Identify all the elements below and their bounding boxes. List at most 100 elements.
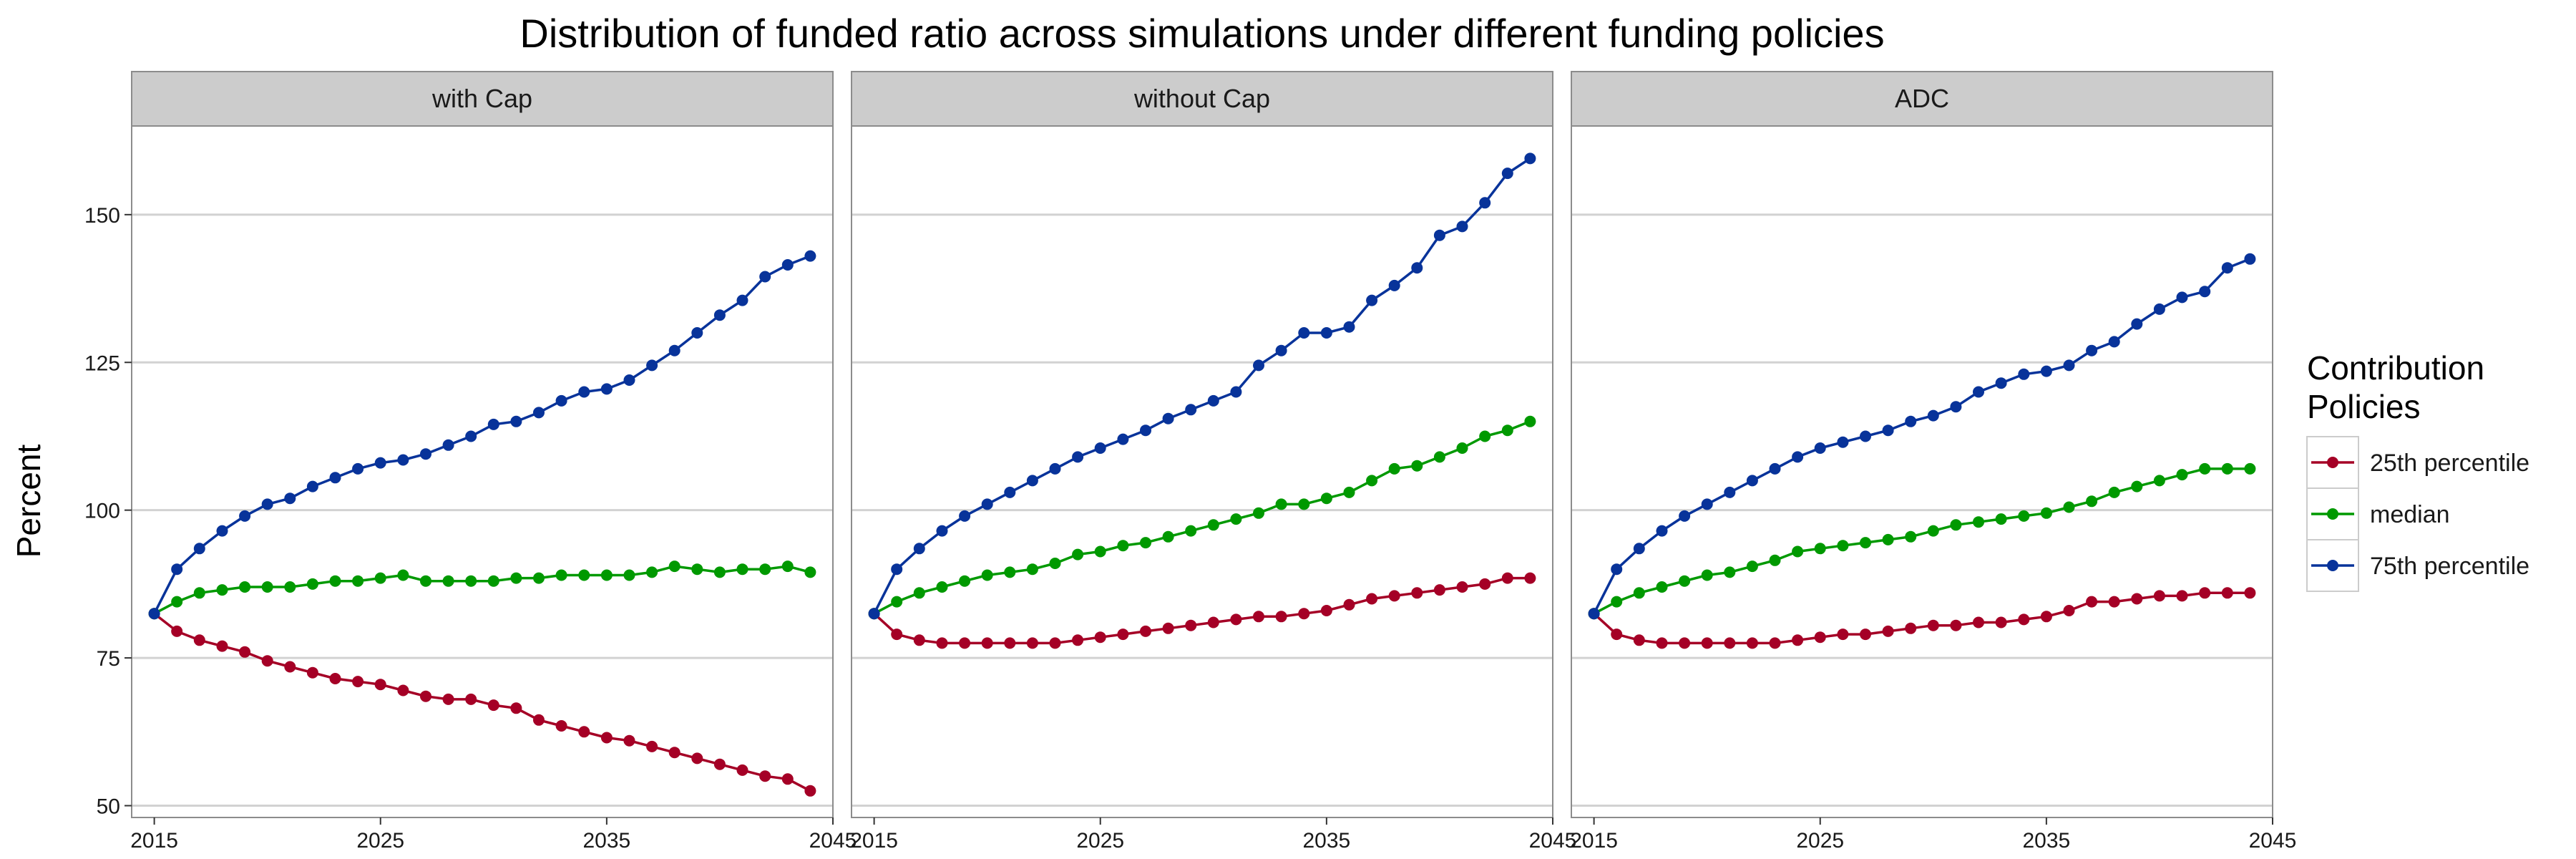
data-point bbox=[1479, 430, 1491, 442]
data-point bbox=[1724, 566, 1736, 578]
data-point bbox=[1026, 563, 1038, 576]
data-point bbox=[1860, 537, 1871, 549]
series-25th-percentile bbox=[868, 572, 1536, 649]
data-point bbox=[913, 543, 925, 555]
data-point bbox=[193, 634, 205, 646]
data-point bbox=[1746, 637, 1758, 649]
data-point bbox=[2244, 462, 2256, 475]
data-point bbox=[1950, 619, 1962, 631]
legend-label: median bbox=[2370, 501, 2450, 528]
data-point bbox=[1162, 622, 1174, 634]
data-point bbox=[171, 596, 183, 608]
data-point bbox=[239, 510, 251, 522]
data-point bbox=[1479, 197, 1491, 209]
panel-strip bbox=[131, 71, 834, 127]
data-point bbox=[1094, 545, 1106, 558]
data-point bbox=[713, 566, 726, 578]
data-point bbox=[216, 525, 228, 537]
data-point bbox=[1253, 359, 1264, 372]
data-point bbox=[759, 563, 771, 576]
data-point bbox=[216, 640, 228, 652]
data-point bbox=[981, 637, 993, 649]
data-point bbox=[1253, 507, 1264, 519]
data-point bbox=[1837, 540, 1849, 552]
data-point bbox=[936, 525, 948, 537]
data-point bbox=[329, 575, 341, 587]
data-point bbox=[1837, 629, 1849, 641]
panel-adc: ADC 2015 2025 2035 2045 bbox=[1570, 71, 2296, 853]
data-point bbox=[1343, 598, 1355, 611]
data-point bbox=[1026, 475, 1038, 487]
data-point bbox=[981, 498, 993, 510]
data-point bbox=[1724, 486, 1736, 498]
data-point bbox=[1882, 625, 1894, 637]
legend-entry: median bbox=[2306, 487, 2450, 540]
data-point bbox=[623, 374, 635, 386]
data-point bbox=[2086, 596, 2098, 608]
legend-title: Contribution bbox=[2307, 349, 2484, 387]
data-point bbox=[442, 575, 454, 587]
legend-key-point bbox=[2327, 508, 2338, 520]
data-point bbox=[1298, 327, 1310, 339]
data-point bbox=[1479, 578, 1491, 590]
data-point bbox=[1230, 513, 1242, 525]
data-point bbox=[420, 448, 431, 460]
data-point bbox=[1769, 637, 1781, 649]
data-point bbox=[1950, 401, 1962, 413]
data-point bbox=[1207, 394, 1219, 407]
data-point bbox=[1746, 560, 1758, 573]
data-point bbox=[284, 581, 296, 593]
data-point bbox=[1814, 442, 1826, 454]
data-point bbox=[2176, 590, 2188, 602]
data-point bbox=[284, 492, 296, 505]
data-point bbox=[668, 560, 680, 573]
x-tick-label: 2035 bbox=[2022, 829, 2070, 853]
data-point bbox=[1860, 629, 1871, 641]
data-point bbox=[1004, 637, 1016, 649]
data-point bbox=[913, 634, 925, 646]
data-point bbox=[600, 732, 613, 744]
data-point bbox=[510, 572, 522, 584]
data-point bbox=[1995, 513, 2007, 525]
data-point bbox=[1501, 572, 1513, 584]
legend-title: Policies bbox=[2307, 388, 2421, 425]
data-point bbox=[804, 785, 816, 797]
data-point bbox=[1094, 442, 1106, 454]
data-point bbox=[329, 673, 341, 684]
data-point bbox=[959, 510, 971, 522]
x-tick-label: 2045 bbox=[809, 829, 857, 853]
data-point bbox=[2176, 469, 2188, 481]
data-point bbox=[1814, 631, 1826, 644]
data-point bbox=[1995, 377, 2007, 389]
data-point bbox=[555, 569, 567, 581]
data-point bbox=[397, 454, 409, 466]
data-point bbox=[713, 309, 726, 321]
data-point bbox=[1320, 327, 1332, 339]
series-75th-percentile bbox=[868, 152, 1536, 620]
y-axis-title: Percent bbox=[10, 445, 47, 558]
data-point bbox=[1366, 294, 1378, 306]
data-point bbox=[1320, 605, 1332, 616]
data-point bbox=[1905, 415, 1917, 427]
x-tick-label: 2035 bbox=[582, 829, 630, 853]
data-point bbox=[1814, 543, 1826, 555]
data-point bbox=[713, 758, 726, 770]
data-point bbox=[623, 569, 635, 581]
y-tick-label: 125 bbox=[84, 351, 120, 375]
data-point bbox=[261, 655, 273, 667]
data-point bbox=[1049, 462, 1061, 475]
data-point bbox=[1207, 519, 1219, 531]
data-point bbox=[1905, 530, 1917, 543]
chart-title: Distribution of funded ratio across simu… bbox=[519, 11, 1884, 56]
data-point bbox=[1230, 386, 1242, 398]
data-point bbox=[1456, 220, 1468, 233]
data-point bbox=[2153, 303, 2165, 315]
data-point bbox=[2040, 611, 2052, 623]
data-point bbox=[171, 625, 183, 637]
data-point bbox=[2221, 462, 2233, 475]
x-tick-label: 2015 bbox=[850, 829, 898, 853]
data-point bbox=[736, 764, 748, 776]
data-point bbox=[691, 563, 703, 576]
data-point bbox=[487, 418, 499, 430]
